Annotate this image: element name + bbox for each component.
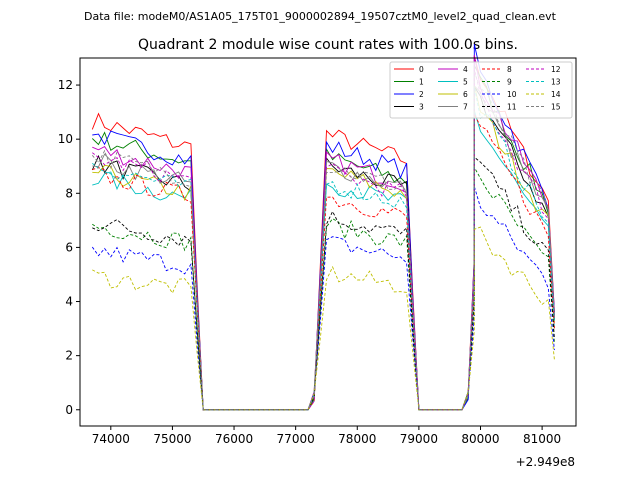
legend-label: 8 — [507, 65, 512, 74]
series-line-5 — [92, 110, 555, 411]
y-tick-label: 2 — [65, 349, 73, 363]
y-tick-label: 10 — [58, 132, 73, 146]
series-line-13 — [92, 86, 555, 411]
legend-label: 6 — [463, 90, 468, 99]
legend-label: 4 — [463, 65, 468, 74]
y-tick-label: 6 — [65, 240, 73, 254]
legend-label: 10 — [507, 90, 517, 99]
legend-label: 7 — [463, 103, 468, 112]
axes-frame — [79, 57, 577, 427]
y-tick-label: 4 — [65, 295, 73, 309]
legend-label: 13 — [551, 78, 561, 87]
x-axis: 74000 75000 76000 77000 78000 79000 80000 81000 — [92, 426, 561, 446]
legend-label: 0 — [419, 65, 424, 74]
x-tick-label: 75000 — [153, 432, 191, 446]
x-tick-label: 80000 — [461, 432, 499, 446]
series-line-7 — [92, 84, 555, 411]
legend-label: 1 — [419, 78, 424, 87]
x-tick-label: 74000 — [92, 432, 130, 446]
legend-box — [389, 61, 573, 119]
legend-label: 9 — [507, 78, 512, 87]
series-line-9 — [92, 165, 555, 411]
legend-label: 2 — [419, 90, 424, 99]
legend-label: 5 — [463, 78, 468, 87]
y-tick-label: 0 — [65, 403, 73, 417]
series-line-14 — [92, 226, 555, 411]
x-tick-label: 79000 — [400, 432, 438, 446]
y-tick-label: 8 — [65, 186, 73, 200]
legend-label: 14 — [551, 90, 561, 99]
plot-area — [91, 44, 555, 411]
y-axis: 0 2 4 6 8 10 12 — [58, 78, 80, 417]
series-line-6 — [92, 84, 555, 411]
x-tick-label: 78000 — [338, 432, 376, 446]
x-offset-label: +2.949e8 — [516, 455, 575, 469]
chart-title: Quadrant 2 module wise count rates with … — [138, 37, 518, 53]
series-line-15 — [91, 71, 555, 411]
x-tick-label: 77000 — [277, 432, 315, 446]
datafile-label: Data file: modeM0/AS1A05_175T01_90000028… — [84, 10, 557, 23]
y-tick-label: 12 — [58, 78, 73, 92]
series-line-11 — [92, 156, 555, 411]
legend-label: 3 — [419, 103, 424, 112]
x-tick-label: 76000 — [215, 432, 253, 446]
legend-label: 11 — [507, 103, 517, 112]
series-line-10 — [91, 186, 555, 411]
x-tick-label: 81000 — [523, 432, 561, 446]
series-line-3 — [91, 84, 555, 411]
legend-label: 15 — [551, 103, 561, 112]
series-line-8 — [92, 113, 555, 411]
legend-label: 12 — [551, 65, 561, 74]
